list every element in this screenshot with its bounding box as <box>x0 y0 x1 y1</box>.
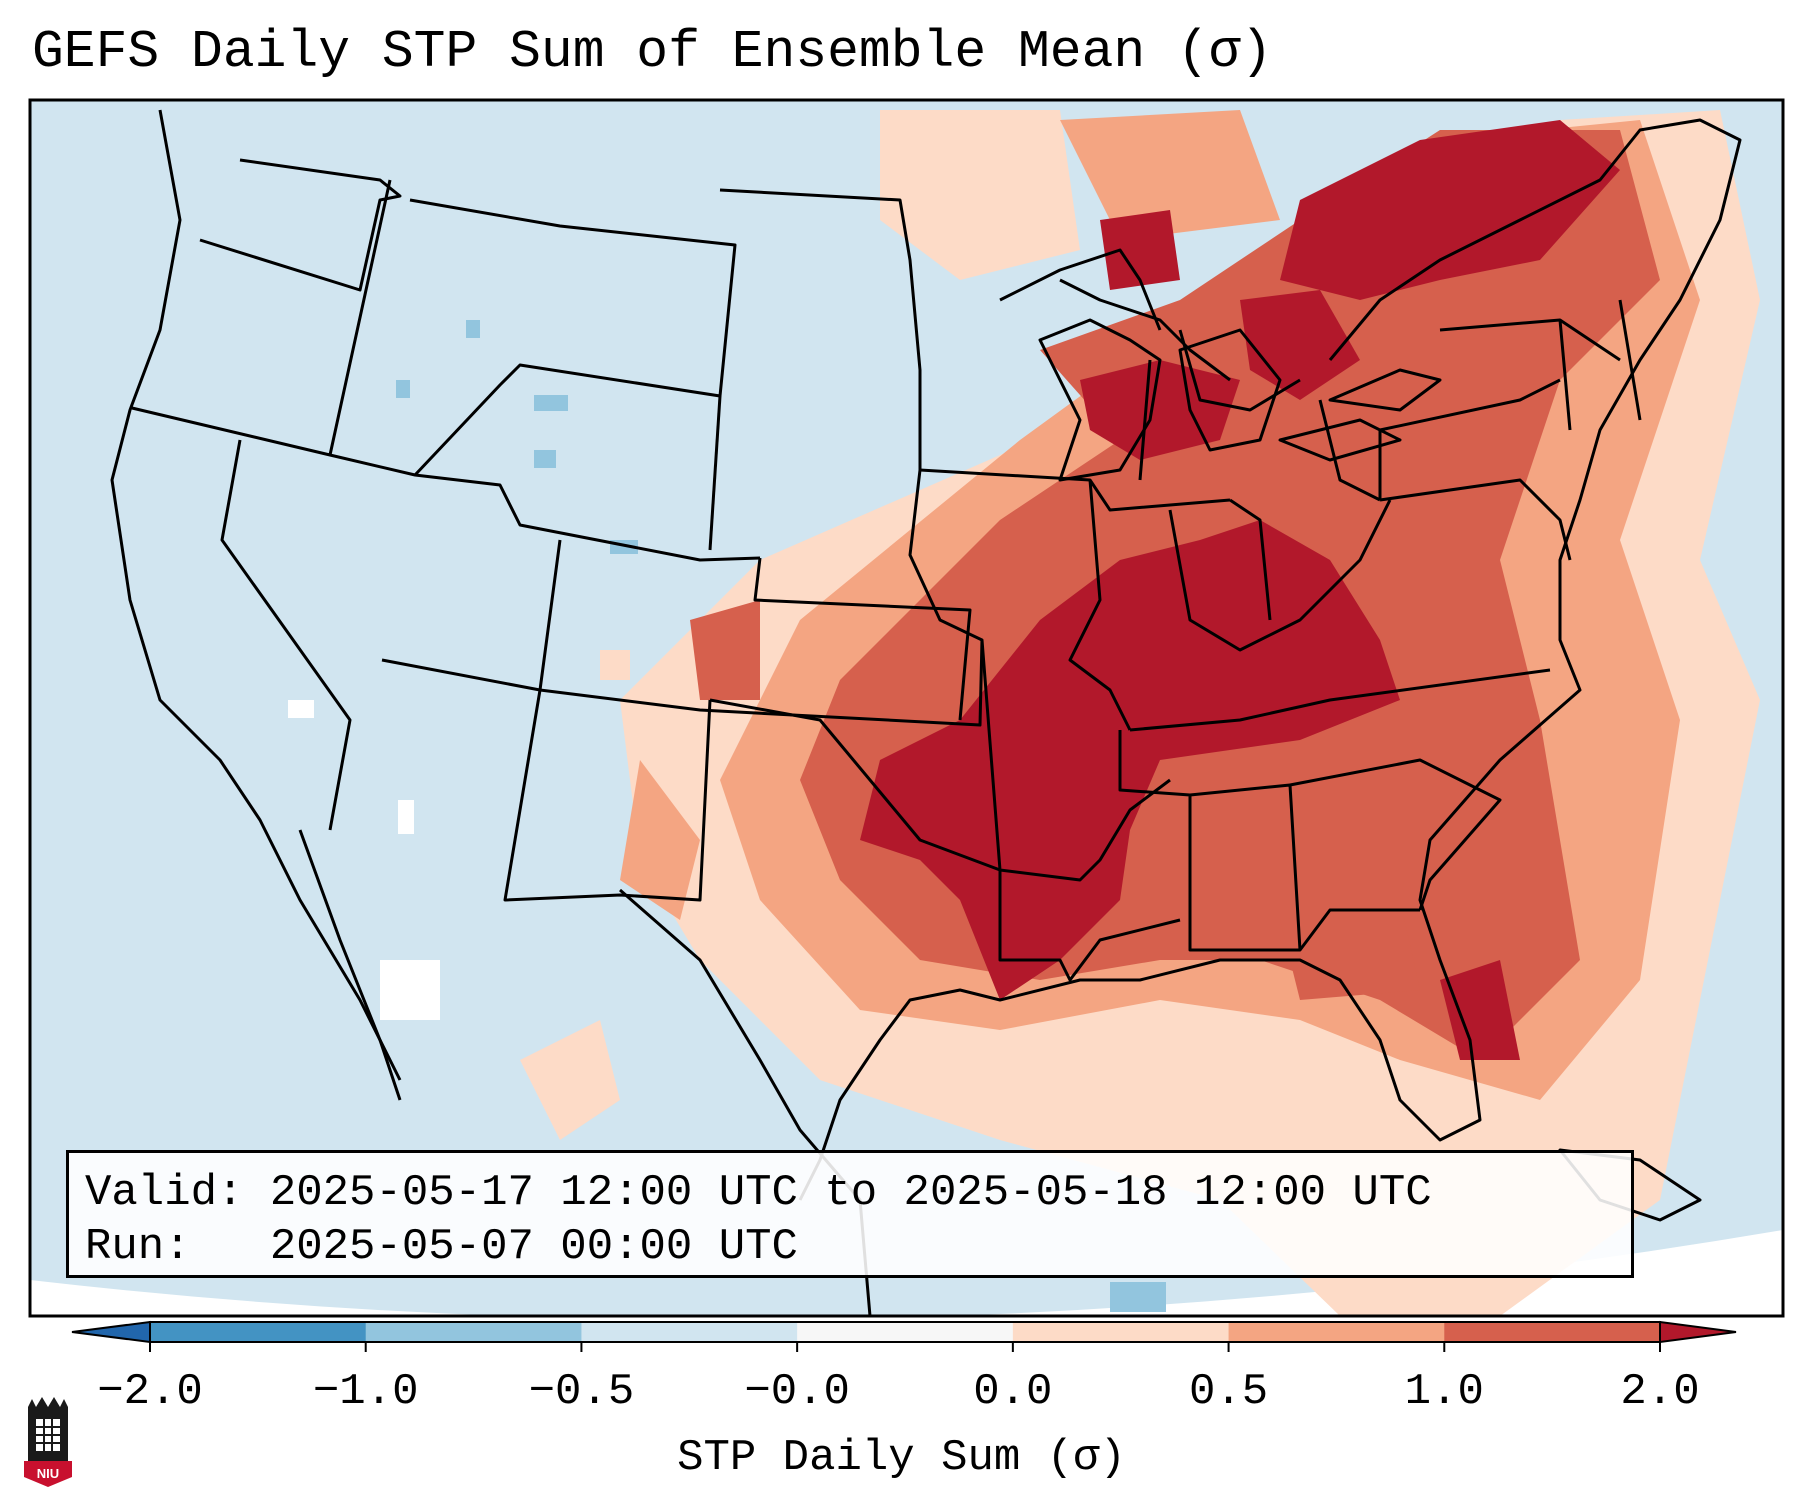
valid-line: Valid: 2025-05-17 12:00 UTC to 2025-05-1… <box>85 1171 1432 1215</box>
colorbar-segment <box>1444 1322 1661 1342</box>
colorbar-over-triangle <box>1659 1320 1737 1344</box>
colorbar-segment <box>1012 1322 1230 1342</box>
state-borders <box>110 109 1642 1081</box>
colorbar-tick-label: −0.0 <box>744 1367 850 1417</box>
colorbar-tick-label: 2.0 <box>1620 1367 1700 1417</box>
colorbar-tick-label: −1.0 <box>312 1367 419 1417</box>
niu-logo: NIU <box>24 1397 72 1487</box>
valid-label: Valid: <box>85 1168 244 1218</box>
colorbar-tick-label: 0.0 <box>973 1367 1053 1417</box>
colorbar-tick-label: −0.5 <box>528 1367 635 1417</box>
logo-text: NIU <box>37 1466 59 1481</box>
logo-shield <box>24 1461 72 1487</box>
map-title: GEFS Daily STP Sum of Ensemble Mean (σ) <box>32 22 1273 82</box>
colorbar-segments <box>150 1322 1661 1342</box>
anomaly-field-max <box>860 120 1620 1060</box>
colorbar-segment <box>797 1322 1014 1342</box>
colorbar-label: STP Daily Sum (σ) <box>677 1433 1126 1483</box>
colorbar-segment <box>150 1322 367 1342</box>
neg-pixel <box>534 450 556 468</box>
neg-pixel <box>396 380 410 398</box>
colorbar-segment <box>1228 1322 1445 1342</box>
neg-pixel <box>534 395 568 411</box>
run-label: Run: <box>85 1222 191 1272</box>
valid-time-box: Valid: 2025-05-17 12:00 UTC to 2025-05-1… <box>66 1150 1634 1278</box>
run-time-text: 2025-05-07 00:00 UTC <box>269 1222 798 1272</box>
colorbar-tick-label: 0.5 <box>1188 1367 1269 1417</box>
white-pixel <box>288 700 314 718</box>
neg-pixel <box>466 320 480 338</box>
white-pixel <box>398 800 414 834</box>
colorbar-segment <box>581 1322 798 1342</box>
map-frame <box>28 98 1785 1318</box>
colorbar-outline <box>149 1321 1661 1343</box>
white-pixel <box>380 960 440 1020</box>
run-line: Run: 2025-05-07 00:00 UTC <box>85 1225 798 1269</box>
colorbar-tick-label: −2.0 <box>97 1367 203 1417</box>
colorbar-ticks <box>149 1342 1661 1352</box>
valid-time-text: 2025-05-17 12:00 UTC to 2025-05-18 12:00… <box>269 1168 1432 1218</box>
colorbar-segment <box>365 1322 582 1342</box>
neg-pixel <box>1110 1282 1166 1312</box>
colorbar-tick-label: 1.0 <box>1404 1367 1484 1417</box>
colorbar-under-triangle <box>71 1320 151 1344</box>
